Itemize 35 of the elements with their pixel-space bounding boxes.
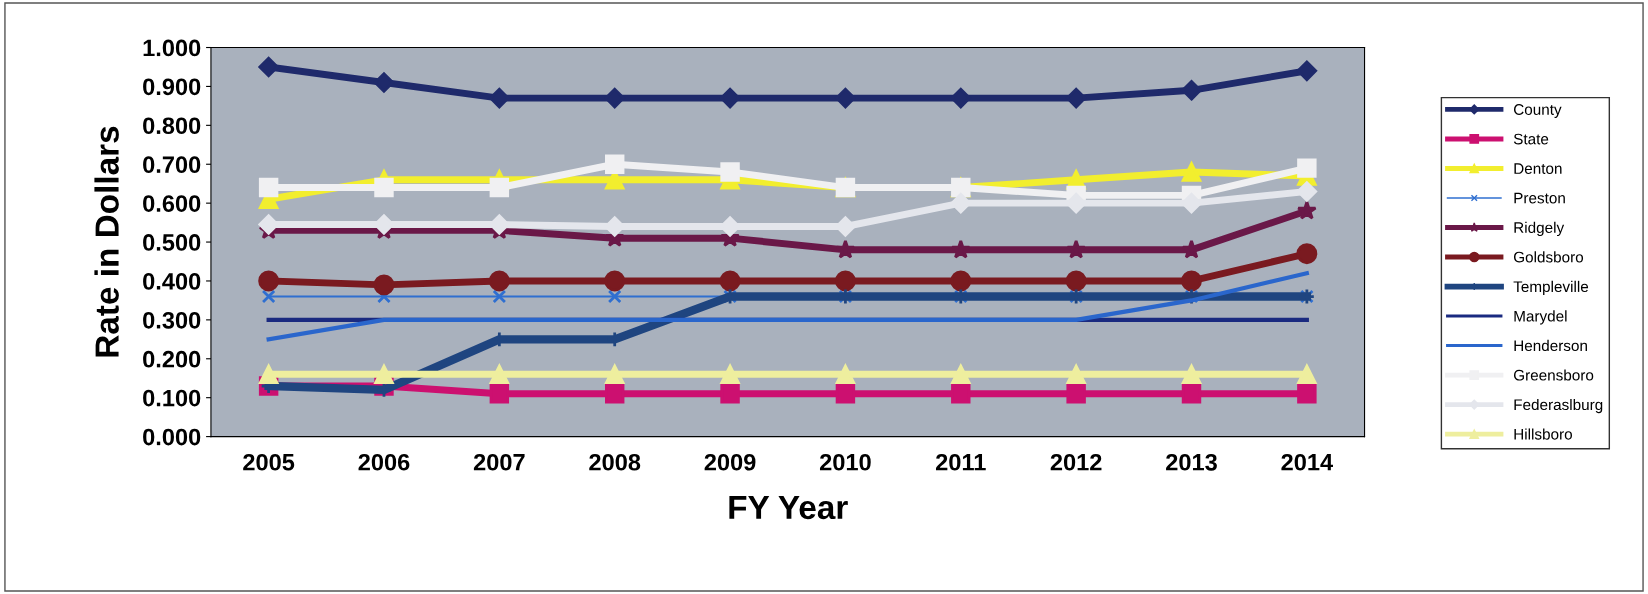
x-tick-label: 2013	[1166, 453, 1217, 471]
x-tick-label: 2006	[358, 453, 410, 471]
legend-label: Ridgely	[1514, 221, 1565, 237]
y-tick-label: 1.000	[143, 39, 201, 57]
x-tick-label: 2007	[473, 453, 525, 471]
legend-label: Denton	[1514, 163, 1562, 174]
legend-label: Templeville	[1513, 280, 1589, 296]
y-axis-title: Rate in Dollars	[94, 126, 119, 357]
x-axis-title: FY Year	[729, 495, 848, 520]
legend-label: Henderson	[1514, 339, 1587, 352]
legend-label: County	[1513, 104, 1562, 118]
x-tick-label: 2012	[1050, 453, 1102, 471]
y-tick-label: 0.100	[143, 389, 201, 407]
x-tick-label: 2005	[243, 453, 295, 471]
y-tick-label: 0.900	[143, 78, 201, 96]
x-tick-label: 2014	[1281, 453, 1333, 471]
y-tick-label: 0.300	[143, 311, 201, 329]
x-tick-label: 2011	[935, 453, 986, 471]
legend-label: Preston	[1514, 192, 1565, 204]
x-tick-label: 2009	[704, 453, 756, 471]
legend-label: Goldsboro	[1513, 251, 1584, 263]
x-tick-label: 2010	[819, 453, 871, 471]
y-tick-label: 0.400	[143, 273, 201, 290]
legend-label: Greensboro	[1513, 369, 1594, 381]
x-tick-label: 2008	[589, 453, 641, 471]
y-tick-label: 0.500	[143, 234, 201, 251]
y-tick-label: 0.000	[143, 428, 201, 446]
y-tick-label: 0.700	[143, 156, 201, 174]
legend-label: State	[1513, 133, 1549, 145]
y-tick-label: 0.800	[143, 117, 201, 135]
legend-label: Federaslburg	[1514, 398, 1603, 414]
y-tick-label: 0.200	[143, 350, 201, 368]
y-tick-label: 0.600	[143, 195, 201, 212]
legend-label: Hillsboro	[1514, 428, 1572, 440]
legend-label: Marydel	[1514, 310, 1567, 325]
